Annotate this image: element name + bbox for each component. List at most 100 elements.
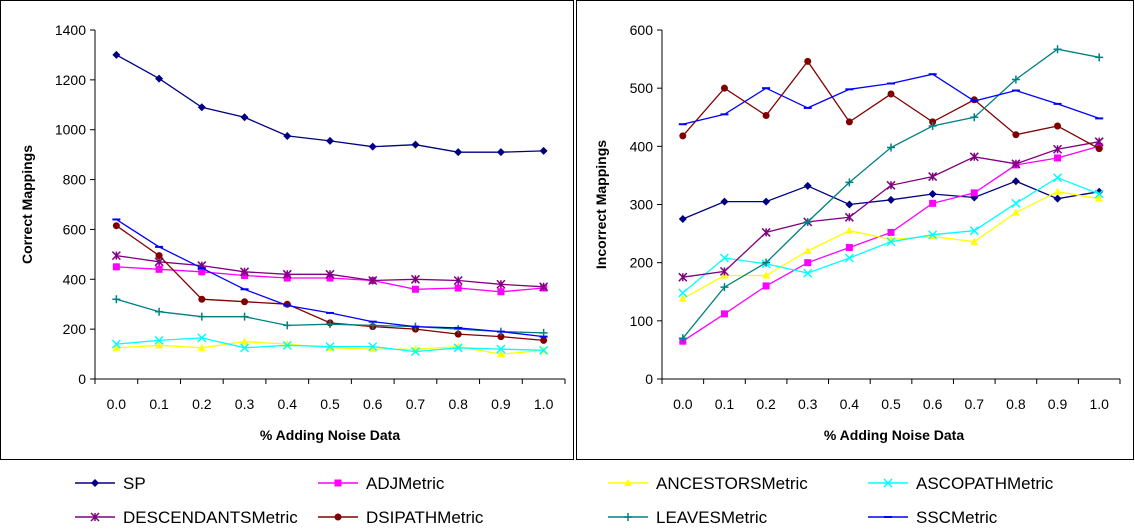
series-ascopathmetric — [111, 333, 549, 357]
x-tick-label: 0.9 — [1048, 396, 1068, 412]
data-point — [803, 247, 812, 255]
data-point — [155, 252, 163, 260]
data-point — [762, 112, 770, 120]
x-tick-label: 0.8 — [1006, 396, 1026, 412]
data-point — [197, 312, 206, 321]
data-point — [410, 347, 420, 357]
x-tick-label: 0.0 — [107, 396, 127, 412]
y-tick-label: 200 — [630, 255, 654, 271]
data-point — [762, 282, 770, 290]
data-point — [111, 339, 121, 349]
data-point — [1011, 198, 1021, 208]
data-point — [240, 113, 249, 122]
legend-label: DSIPATHMetric — [366, 508, 484, 527]
legend-marker — [90, 512, 100, 522]
data-point — [1095, 194, 1104, 202]
right-chart-frame — [576, 0, 1134, 460]
x-tick-label: 0.3 — [798, 396, 818, 412]
data-point — [111, 251, 121, 261]
data-point — [368, 142, 377, 151]
legend-marker — [91, 479, 99, 487]
data-point — [240, 337, 249, 345]
data-point — [1094, 189, 1104, 199]
x-tick-label: 1.0 — [534, 396, 554, 412]
data-point — [970, 189, 978, 197]
x-axis-title: % Adding Noise Data — [824, 427, 964, 443]
data-point — [325, 269, 335, 279]
data-point — [240, 312, 249, 321]
incorrect-mappings-chart: 0 100 200 300 400 500 600 0.0 0.1 0.2 0.3 0.4 0.5 0.6… — [593, 22, 1121, 443]
data-point — [540, 336, 548, 344]
data-point — [803, 181, 812, 190]
series-sscmetric — [112, 218, 548, 338]
data-point — [762, 271, 771, 279]
data-point — [155, 74, 164, 83]
data-point — [496, 279, 506, 289]
legend-marker — [883, 478, 893, 488]
data-point — [761, 227, 771, 237]
data-point — [1053, 194, 1062, 203]
data-point — [282, 269, 292, 279]
x-tick-label: 0.7 — [406, 396, 426, 412]
x-tick-label: 0.4 — [278, 396, 298, 412]
legend-item-descendantsmetric: DESCENDANTSMetric — [75, 508, 298, 527]
data-point — [112, 343, 121, 351]
series-leavesmetric — [678, 45, 1104, 343]
data-point — [198, 295, 206, 303]
data-point — [283, 131, 292, 140]
data-point — [241, 298, 249, 306]
data-point — [803, 268, 813, 278]
data-point — [844, 212, 854, 222]
data-point — [1011, 159, 1021, 169]
data-point — [719, 266, 729, 276]
data-point — [678, 294, 687, 302]
x-tick-label: 0.4 — [840, 396, 860, 412]
x-tick-label: 0.6 — [923, 396, 943, 412]
data-point — [928, 172, 938, 182]
data-point — [368, 276, 378, 286]
data-point — [198, 268, 206, 276]
data-point — [240, 343, 250, 353]
data-point — [969, 152, 979, 162]
data-point — [929, 199, 937, 207]
data-point — [887, 228, 895, 236]
data-point — [887, 143, 895, 152]
y-axis-title: Correct Mappings — [19, 145, 35, 264]
data-point — [368, 321, 377, 330]
data-point — [970, 113, 979, 122]
data-point — [845, 200, 854, 209]
series-descendantsmetric — [111, 251, 549, 292]
legend-marker — [334, 479, 342, 487]
data-point — [886, 180, 896, 190]
data-point — [497, 333, 505, 341]
data-point — [197, 103, 206, 112]
legend-label: SSCMetric — [916, 508, 998, 527]
data-point — [928, 121, 937, 130]
data-point — [887, 195, 895, 204]
data-point — [1053, 187, 1062, 195]
data-point — [454, 148, 463, 157]
data-point — [454, 284, 462, 292]
data-point — [112, 50, 121, 59]
data-point — [154, 335, 164, 345]
x-tick-label: 0.9 — [491, 396, 511, 412]
data-point — [762, 258, 771, 267]
data-point — [1095, 53, 1104, 62]
data-point — [112, 295, 121, 304]
data-point — [929, 118, 937, 126]
data-point — [719, 253, 729, 263]
data-point — [1095, 145, 1103, 153]
data-point — [1053, 45, 1062, 54]
series-descendantsmetric — [678, 137, 1104, 282]
data-point — [678, 272, 688, 282]
data-point — [1053, 173, 1063, 183]
y-tick-label: 600 — [630, 22, 654, 38]
data-point — [1054, 154, 1062, 162]
data-point — [368, 342, 378, 352]
data-point — [720, 283, 729, 292]
data-point — [496, 148, 505, 157]
x-tick-label: 0.3 — [235, 396, 255, 412]
series-sp — [112, 50, 548, 157]
data-point — [410, 274, 420, 284]
data-point — [678, 215, 687, 224]
